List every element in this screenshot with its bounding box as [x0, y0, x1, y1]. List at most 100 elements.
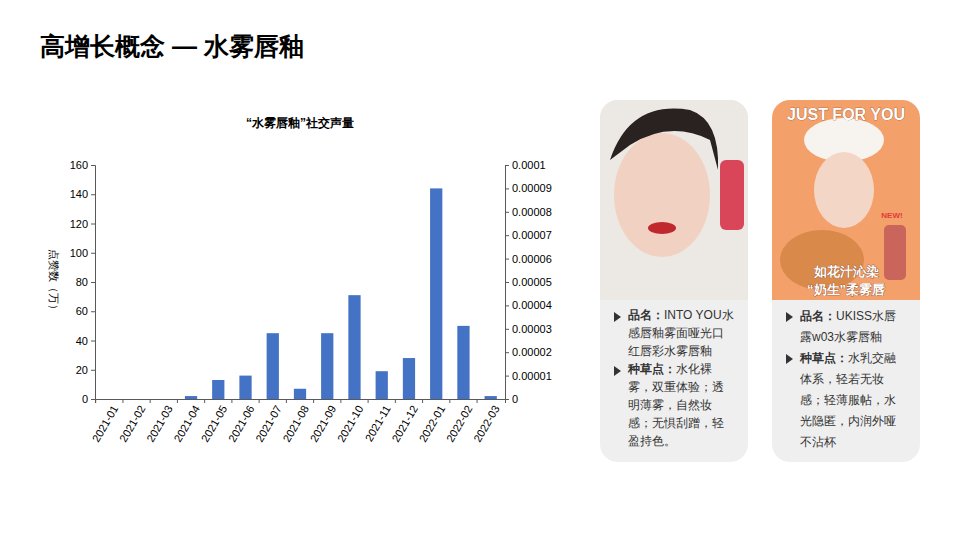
photo-text: JUST FOR YOU [787, 106, 905, 123]
photo-text: “奶生”柔雾唇 [807, 282, 885, 297]
y2-axis-line [506, 166, 510, 400]
tick: 2021-06 [226, 399, 257, 444]
tick-mark [505, 188, 509, 189]
tick: 2022-01 [417, 399, 448, 444]
tick-mark [505, 329, 509, 330]
tick: 0.00001 [505, 370, 552, 382]
tick-label: 40 [76, 335, 88, 347]
tick: 2021-02 [117, 399, 148, 444]
tick: 160 [70, 159, 95, 171]
tick-label: 0.00001 [512, 370, 552, 382]
card-item: 品名：INTO YOU水感唇釉雾面哑光口红唇彩水雾唇釉 [614, 306, 734, 360]
photo-bg [600, 100, 748, 300]
tick-label: 2021-04 [171, 403, 202, 444]
tick-label: 2021-11 [363, 403, 393, 443]
bar [130, 399, 142, 400]
photo-text: 如花汁沁染 [813, 264, 879, 279]
tick-label: 0.00004 [512, 299, 552, 311]
tick-label: 2021-02 [117, 403, 148, 444]
product-points: 水乳交融体系，轻若无妆感；轻薄服帖，水光隐匿，内润外哑不沾杯 [800, 351, 896, 449]
tick-mark [91, 399, 95, 400]
tick: 20 [76, 364, 95, 376]
card-item: 种草点：水化裸雾，双重体验；透明薄雾，自然妆感；无惧刮蹭，轻盈持色。 [614, 360, 734, 450]
tick: 140 [70, 188, 95, 200]
tick-mark [368, 399, 369, 403]
bar [485, 396, 497, 399]
card-text: 品名：UKISS水唇露w03水雾唇釉种草点：水乳交融体系，轻若无妆感；轻薄服帖，… [786, 306, 906, 453]
card-text: 品名：INTO YOU水感唇釉雾面哑光口红唇彩水雾唇釉种草点：水化裸雾，双重体验… [614, 306, 734, 450]
bar [158, 399, 170, 400]
tick-mark [505, 212, 509, 213]
tick-mark [505, 305, 509, 306]
tick: 100 [70, 247, 95, 259]
tick-mark [150, 399, 151, 403]
tick-mark [91, 370, 95, 371]
tick: 2021-01 [90, 399, 121, 444]
tick-mark [477, 399, 478, 403]
bullet [614, 312, 621, 322]
tick: 0.00002 [505, 346, 552, 358]
x-axis-line [96, 400, 506, 404]
photo-lips [648, 222, 676, 234]
tick-label: 2021-07 [253, 403, 284, 444]
product-photo: JUST FOR YOUNEW!如花汁沁染“奶生”柔雾唇 [772, 100, 920, 300]
tick-label: 2022-01 [417, 403, 448, 444]
tick: 2021-09 [308, 399, 339, 444]
tick: 0.00007 [505, 229, 552, 241]
tick-mark [505, 165, 509, 166]
bar [267, 333, 279, 399]
bar [103, 399, 115, 400]
tick: 0.00009 [505, 182, 552, 194]
tick-mark [505, 235, 509, 236]
photo-product [720, 160, 744, 230]
photo-hair [610, 109, 718, 170]
tick-mark [204, 399, 205, 403]
tick-mark [449, 399, 450, 403]
tick-mark [95, 399, 96, 403]
points-label: 种草点： [800, 351, 848, 365]
bars [185, 188, 497, 399]
tick-mark [91, 165, 95, 166]
x-axis: 2021-012021-022021-032021-042021-052021-… [90, 399, 506, 444]
y-axis-line [91, 166, 96, 400]
photo-product [884, 225, 906, 280]
tick-label: 0.0001 [512, 159, 546, 171]
tick-label: 2021-03 [144, 403, 175, 444]
tick: 0.00008 [505, 206, 552, 218]
tick: 0.00005 [505, 276, 552, 288]
tick: 2022-03 [471, 399, 502, 444]
tick-label: 2022-03 [471, 403, 502, 444]
tick-label: 80 [76, 276, 88, 288]
bar [457, 326, 469, 399]
tick: 0 [505, 393, 518, 405]
tick-label: 0 [82, 393, 88, 405]
card-item: 品名：UKISS水唇露w03水雾唇釉 [786, 306, 906, 348]
tick-mark [91, 341, 95, 342]
tick-label: 0.00002 [512, 346, 552, 358]
tick-label: 0.00007 [512, 229, 552, 241]
tick-mark [505, 352, 509, 353]
photo-bg [772, 100, 920, 300]
tick-label: 100 [70, 247, 88, 259]
tick: 0.00004 [505, 299, 552, 311]
tick: 2021-05 [199, 399, 230, 444]
tick-mark [259, 399, 260, 403]
bar [430, 188, 442, 399]
tick-label: 160 [70, 159, 88, 171]
tick-label: 2021-12 [389, 403, 420, 444]
tick-label: 2021-01 [90, 403, 121, 444]
tick: 0.0001 [505, 159, 546, 171]
tick-mark [422, 399, 423, 403]
tick-mark [91, 224, 95, 225]
bar [294, 389, 306, 399]
tick-mark [91, 253, 95, 254]
tick-label: 120 [70, 218, 88, 230]
tick-mark [313, 399, 314, 403]
tick: 2022-02 [444, 399, 475, 444]
tick-label: 0.00005 [512, 276, 552, 288]
bar [403, 358, 415, 399]
tick-label: 2021-06 [226, 403, 257, 444]
tick-mark [91, 311, 95, 312]
tick-label: 0 [512, 393, 518, 405]
name-label: 品名： [800, 309, 836, 323]
